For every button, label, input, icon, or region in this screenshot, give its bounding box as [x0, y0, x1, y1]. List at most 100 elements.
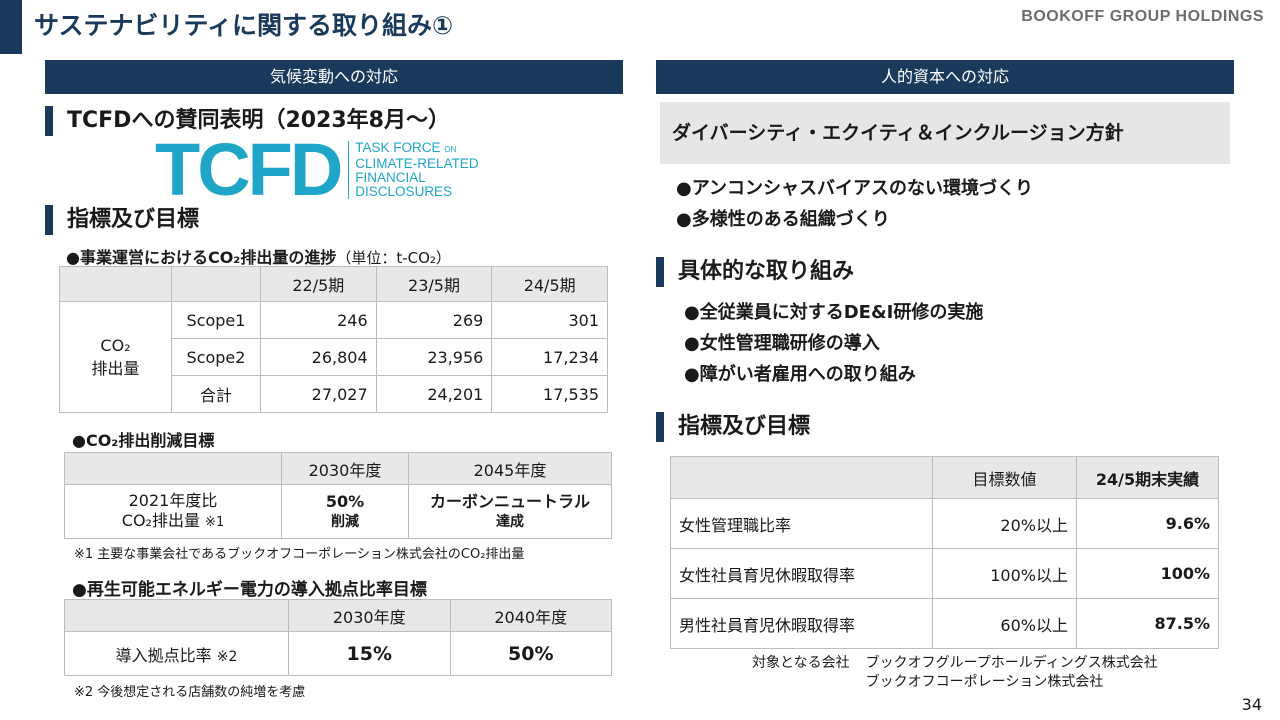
column-header: 2030年度	[288, 599, 451, 632]
page-number: 34	[1241, 695, 1262, 714]
reduction-2030-value-line2: 削減	[331, 513, 359, 530]
table-cell: 269	[375, 301, 493, 339]
reduction-2030-value: 50% 削減	[281, 484, 409, 539]
table-cell: 87.5%	[1076, 598, 1219, 649]
column-header: 22/5期	[260, 266, 377, 302]
tcfd-logo-line1-small: ON	[444, 145, 457, 154]
column-header: 23/5期	[375, 266, 493, 302]
table-cell: 23,956	[375, 338, 493, 376]
row-label: 女性社員育児休暇取得率	[670, 548, 933, 599]
renewable-footnote: ※2 今後想定される店舗数の純増を考慮	[74, 685, 306, 700]
reduction-2045-value-line1: カーボンニュートラル	[429, 491, 590, 511]
row-label: 男性社員育児休暇取得率	[670, 598, 933, 649]
emissions-title-text: ●事業運営におけるCO₂排出量の進捗	[66, 248, 337, 267]
initiative-item: ●全従業員に対するDE&I研修の実施	[684, 302, 984, 323]
table-header-row: 22/5期 23/5期 24/5期	[59, 266, 608, 302]
target-companies: 対象となる会社 ブックオフグループホールディングス株式会社 ブックオフコーポレー…	[752, 654, 1158, 692]
table-row: Scope2 26,804 23,956 17,234	[60, 338, 608, 376]
table-header-row: 目標数値 24/5期末実績	[670, 456, 1219, 499]
table-cell: 24,201	[375, 375, 493, 413]
renewable-row-label-text: 導入拠点比率	[115, 645, 212, 665]
row-label: 合計	[171, 375, 261, 413]
co2-group-label-line2: 排出量	[91, 358, 140, 378]
renewable-row-note: ※2	[216, 648, 238, 665]
renewable-table: 2030年度 2040年度 導入拠点比率 ※2 15% 50%	[64, 599, 612, 676]
tcfd-heading: TCFDへの賛同表明（2023年8月～）	[45, 106, 450, 136]
initiative-item: ●女性管理職研修の導入	[684, 333, 880, 354]
tcfd-logo-word: TCFD	[155, 128, 343, 211]
table-cell: 50%	[449, 631, 612, 676]
company-item: ブックオフグループホールディングス株式会社	[865, 655, 1158, 671]
human-capital-banner: 人的資本への対応	[656, 60, 1234, 94]
table-cell: 60%以上	[932, 598, 1077, 649]
reduction-2045-value: カーボンニュートラル 達成	[408, 484, 612, 539]
table-header-row: 2030年度 2040年度	[64, 599, 612, 632]
table-cell: 20%以上	[932, 498, 1077, 549]
table-cell: 100%	[1076, 548, 1219, 599]
table-cell: 17,535	[491, 375, 608, 413]
row-label: 女性管理職比率	[670, 498, 933, 549]
companies-names: ブックオフグループホールディングス株式会社 ブックオフコーポレーション株式会社	[866, 654, 1158, 692]
row-label: Scope2	[171, 338, 261, 376]
policy-bullet: ●アンコンシャスバイアスのない環境づくり	[676, 178, 1033, 199]
initiatives-list: ●全従業員に対するDE&I研修の実施 ●女性管理職研修の導入 ●障がい者雇用への…	[684, 297, 983, 390]
table-cell: 246	[260, 301, 377, 339]
tcfd-logo-line4: DISCLOSURES	[355, 184, 453, 199]
climate-metrics-heading: 指標及び目標	[45, 205, 199, 235]
column-header: 24/5期	[491, 266, 608, 302]
table-cell: 15%	[288, 631, 451, 676]
company-item: ブックオフコーポレーション株式会社	[865, 674, 1104, 690]
table-cell: 301	[491, 301, 608, 339]
policy-bullet: ●多様性のある組織づくり	[676, 209, 890, 230]
reduction-2030-value-line1: 50%	[325, 491, 365, 511]
renewable-row-label: 導入拠点比率 ※2	[64, 631, 289, 676]
table-cell: 100%以上	[932, 548, 1077, 599]
reduction-row-label-line2: CO₂排出量	[121, 510, 200, 530]
initiatives-heading: 具体的な取り組み	[656, 257, 854, 287]
table-row: 女性社員育児休暇取得率 100%以上 100%	[670, 548, 1219, 599]
table-header-row: 2030年度 2045年度	[64, 452, 612, 485]
reduction-row-label: 2021年度比 CO₂排出量 ※1	[64, 484, 282, 539]
column-header: 2030年度	[281, 452, 409, 485]
reduction-row-label-line1: 2021年度比	[128, 490, 218, 510]
tcfd-logo-line2: CLIMATE-RELATED	[355, 156, 479, 171]
initiative-item: ●障がい者雇用への取り組み	[684, 364, 916, 385]
table-cell: 9.6%	[1076, 498, 1219, 549]
column-header: 2045年度	[408, 452, 612, 485]
dei-policy-box: ダイバーシティ・エクイティ＆インクルージョン方針	[660, 102, 1230, 164]
header-empty-cell	[59, 266, 172, 302]
table-cell: 27,027	[260, 375, 377, 413]
table-row: 男性社員育児休暇取得率 60%以上 87.5%	[670, 598, 1219, 649]
tcfd-logo-line1: TASK FORCE	[355, 140, 441, 155]
emissions-unit: （単位：t-CO₂）	[336, 249, 451, 267]
reduction-title: ●CO₂排出削減目標	[72, 431, 215, 450]
tcfd-logo: TCFD TASK FORCE ON CLIMATE-RELATED FINAN…	[155, 128, 479, 211]
header-empty-cell	[64, 452, 282, 485]
reduction-row-note: ※1	[205, 514, 225, 530]
emissions-title: ●事業運営におけるCO₂排出量の進捗（単位：t-CO₂）	[66, 244, 451, 268]
table-row: 2021年度比 CO₂排出量 ※1 50% 削減 カーボンニュートラル 達成	[64, 484, 612, 539]
table-row: 導入拠点比率 ※2 15% 50%	[64, 631, 612, 676]
tcfd-logo-text: TASK FORCE ON CLIMATE-RELATED FINANCIAL …	[348, 140, 479, 199]
reduction-footnote: ※1 主要な事業会社であるブックオフコーポレーション株式会社のCO₂排出量	[74, 547, 525, 562]
table-row: 女性管理職比率 20%以上 9.6%	[670, 498, 1219, 549]
hr-metrics-heading: 指標及び目標	[656, 412, 810, 442]
hr-metrics-table: 目標数値 24/5期末実績 女性管理職比率 20%以上 9.6% 女性社員育児休…	[670, 456, 1219, 649]
emissions-table: 22/5期 23/5期 24/5期 CO₂ 排出量 Scope1 246 269…	[59, 266, 608, 413]
companies-label: 対象となる会社	[752, 655, 850, 671]
column-header: 2040年度	[449, 599, 612, 632]
table-cell: 17,234	[491, 338, 608, 376]
policy-bullet-list: ●アンコンシャスバイアスのない環境づくり ●多様性のある組織づくり	[676, 173, 1033, 235]
table-row: 合計 27,027 24,201 17,535	[60, 375, 608, 413]
column-header: 目標数値	[932, 456, 1077, 499]
header-empty-cell	[171, 266, 261, 302]
table-row: CO₂ 排出量 Scope1 246 269 301	[59, 301, 608, 413]
climate-banner: 気候変動への対応	[45, 60, 623, 94]
table-cell: 26,804	[260, 338, 377, 376]
header-empty-cell	[64, 599, 289, 632]
co2-group-label: CO₂ 排出量	[59, 301, 172, 413]
header-empty-cell	[670, 456, 933, 499]
renewable-title: ●再生可能エネルギー電力の導入拠点比率目標	[72, 580, 427, 600]
title-accent-bar	[0, 0, 22, 54]
reduction-2045-value-line2: 達成	[496, 513, 524, 530]
